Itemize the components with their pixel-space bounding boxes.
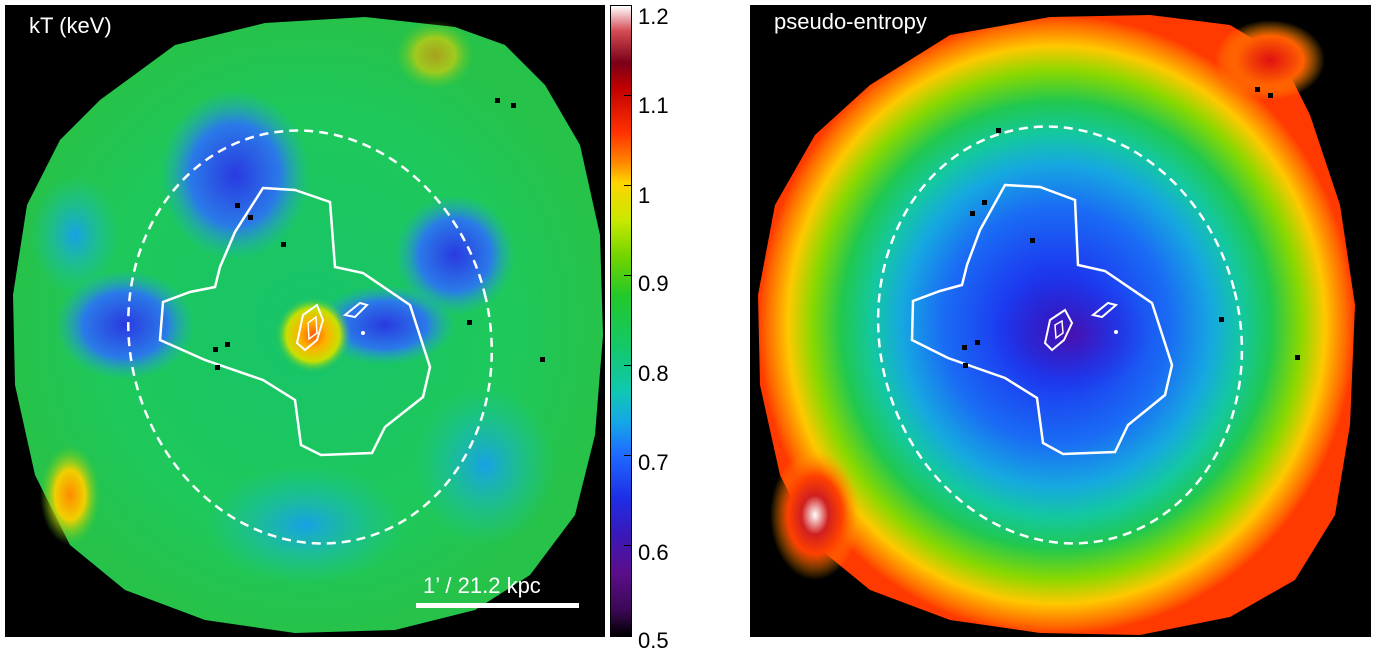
colorbar-tick-label: 0.8 bbox=[638, 361, 669, 386]
colorbar-tick-mark bbox=[624, 275, 632, 276]
colorbar-tick-mark bbox=[624, 545, 632, 546]
pseudo-entropy-label: pseudo-entropy bbox=[774, 9, 927, 34]
colorbar-tick-mark bbox=[624, 185, 632, 186]
colorbar-tick-label: 0.7 bbox=[638, 450, 669, 475]
scalebar-label: 1’ / 21.2 kpc bbox=[423, 573, 541, 598]
colorbar-tick-label: 0.5 bbox=[638, 628, 669, 653]
colorbar-tick-mark bbox=[624, 455, 632, 456]
colorbar-tick-label: 1 bbox=[638, 183, 651, 208]
colorbar-tick-label: 1.2 bbox=[638, 4, 669, 29]
colorbar-tick-mark bbox=[624, 365, 632, 366]
colorbar bbox=[610, 5, 632, 637]
colorbar-tick-label: 0.6 bbox=[638, 540, 669, 565]
scalebar bbox=[416, 603, 579, 608]
temperature-map-image bbox=[13, 17, 603, 633]
colorbar-tick-label: 1.1 bbox=[638, 93, 669, 118]
temperature-label: kT (keV) bbox=[29, 13, 112, 38]
temperature-map-panel: kT (keV) 1’ / 21.2 kpc bbox=[5, 5, 605, 637]
colorbar-tick-label: 0.9 bbox=[638, 271, 669, 296]
colorbar-tick-mark bbox=[624, 95, 632, 96]
pseudo-entropy-map-panel: pseudo-entropy bbox=[750, 5, 1371, 637]
pseudo-entropy-map-image bbox=[758, 15, 1355, 635]
